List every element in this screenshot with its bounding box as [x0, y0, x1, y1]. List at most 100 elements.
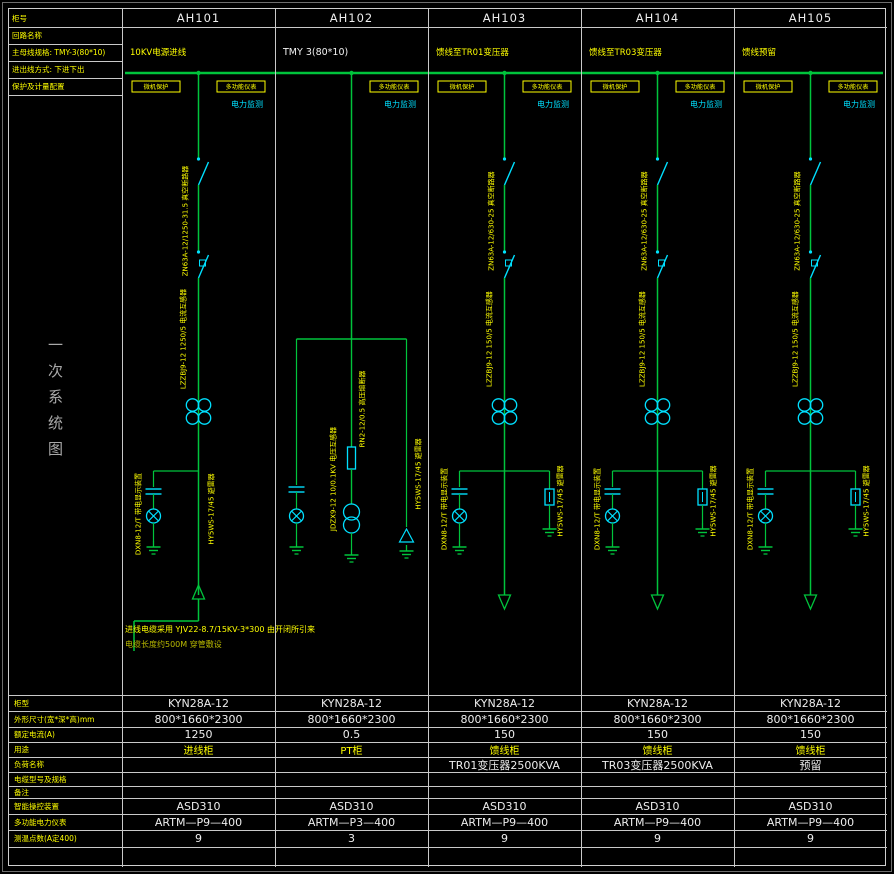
spec-cell: 150	[800, 728, 821, 741]
diagram-label: HY5WS-17/45 避雷器	[207, 473, 216, 544]
grid-line	[9, 95, 122, 96]
spec-cell: 0.5	[342, 728, 361, 741]
spec-cell: PT柜	[340, 746, 363, 757]
diagram-label: 微机保护	[450, 83, 475, 91]
diagram-label: DXN8-12/T 带电显示装置	[134, 473, 143, 555]
diagram-label: HY5WS-17/45 避雷器	[862, 465, 871, 536]
drawing-title-vertical: 一次系统图	[46, 337, 64, 467]
spec-cell	[581, 786, 734, 798]
spec-cell: 馈线柜	[795, 746, 826, 757]
incoming-cable-note-2: 电缆长度约500M 穿管敷设	[125, 640, 222, 649]
diagram-label: 馈线预留	[742, 47, 776, 58]
spec-cell	[428, 786, 581, 798]
diagram-label: HY5WS-17/45 避雷器	[414, 438, 423, 509]
spec-cell: TR01变压器2500KVA	[449, 758, 560, 772]
grid-line	[9, 44, 122, 45]
spec-cell: 3	[348, 832, 355, 845]
grid-line	[9, 27, 887, 28]
spec-cell: TR03变压器2500KVA	[602, 758, 713, 772]
diagram-label: 馈线至TR01变压器	[436, 47, 509, 58]
left-row-label-1: 主母线规格: TMY-3(80*10)	[12, 48, 106, 57]
diagram-label: 馈线至TR03变压器	[589, 47, 662, 58]
spec-cell: 800*1660*2300	[307, 712, 396, 726]
spec-cell: ARTM—P9—400	[766, 815, 855, 829]
diagram-label: DXN8-12/T 带电显示装置	[440, 468, 449, 550]
left-row-label-3: 保护及计量配置	[12, 82, 65, 91]
diagram-label: 微机保护	[603, 83, 628, 91]
diagram-label: HY5WS-17/45 避雷器	[556, 465, 565, 536]
spec-cell	[734, 786, 887, 798]
spec-cell	[122, 772, 275, 786]
diagram-label: 电力监测	[231, 99, 263, 109]
spec-row-label-3: 用途	[14, 745, 29, 754]
spec-cell: ASD310	[635, 799, 680, 813]
diagram-label: ZN63A-12/630-25 真空断路器	[487, 171, 496, 270]
spec-cell	[275, 786, 428, 798]
spec-cell: ASD310	[482, 799, 527, 813]
spec-cell: 800*1660*2300	[154, 712, 243, 726]
diagram-label: LZZBJ9-12 150/5 电流互感器	[485, 291, 494, 387]
diagram-label: 微机保护	[144, 83, 169, 91]
grid-line	[9, 78, 122, 79]
spec-cell	[122, 786, 275, 798]
grid-line	[9, 757, 887, 758]
spec-cell: ASD310	[176, 799, 221, 813]
column-header-AH102: AH102	[329, 11, 374, 25]
spec-cell: KYN28A-12	[167, 696, 229, 710]
incoming-cable-note: 进线电缆采用 YJV22-8.7/15KV-3*300 由开闭所引来	[125, 625, 315, 634]
spec-row-label-7: 智能操控装置	[14, 801, 59, 811]
spec-cell: ARTM—P9—400	[460, 815, 549, 829]
spec-cell: ASD310	[329, 799, 374, 813]
diagram-label: LZZBJ9-12 150/5 电流互感器	[791, 291, 800, 387]
grid-line	[428, 9, 429, 867]
spec-cell: 150	[647, 728, 668, 741]
spec-cell: 9	[195, 832, 202, 845]
spec-row-label-6: 备注	[14, 787, 29, 797]
sheet-frame: 10KV电源进线 微机保护 多功能仪表 电力监测 ZN63A-12/1250-31.5 …	[8, 8, 887, 867]
grid-line	[9, 830, 887, 831]
spec-cell: ARTM—P9—400	[154, 815, 243, 829]
spec-cell: KYN28A-12	[320, 696, 382, 710]
grid-line	[9, 742, 887, 743]
spec-row-label-1: 外形尺寸(宽*深*高)mm	[14, 714, 95, 724]
diagram-label: 电力监测	[843, 99, 875, 109]
diagram-label: JDZX9-12 10/0.1KV 电压互感器	[329, 427, 338, 532]
left-row-label-2: 进出线方式: 下进下出	[12, 65, 85, 74]
spec-cell: ARTM—P3—400	[307, 815, 396, 829]
diagram-label: 多功能仪表	[379, 83, 410, 91]
grid-line	[122, 9, 123, 867]
grid-line	[9, 695, 887, 696]
spec-row-label-9: 测温点数(A定400)	[14, 834, 77, 843]
spec-cell	[734, 772, 887, 786]
spec-cell: ASD310	[788, 799, 833, 813]
grid-line	[9, 786, 887, 787]
diagram-label: 多功能仪表	[532, 83, 563, 91]
grid-line	[9, 711, 887, 712]
column-header-AH104: AH104	[635, 11, 680, 25]
spec-row-label-0: 柜型	[14, 698, 29, 708]
diagram-label: RN2-12/0.5 高压熔断器	[358, 371, 367, 448]
spec-cell: KYN28A-12	[473, 696, 535, 710]
spec-row-label-4: 负荷名称	[14, 760, 44, 769]
spec-cell: 800*1660*2300	[613, 712, 702, 726]
grid-line	[9, 61, 122, 62]
diagram-label: DXN8-12/T 带电显示装置	[593, 468, 602, 550]
left-row-label-0: 回路名称	[12, 31, 42, 40]
spec-cell	[581, 772, 734, 786]
spec-cell: 800*1660*2300	[766, 712, 855, 726]
grid-line	[9, 772, 887, 773]
diagram-label: 多功能仪表	[226, 83, 257, 91]
diagram-label: TMY 3(80*10)	[282, 47, 348, 58]
spec-row-label-2: 额定电流(A)	[14, 730, 55, 739]
spec-cell: 9	[807, 832, 814, 845]
spec-cell	[428, 772, 581, 786]
diagram-label: ZN63A-12/630-25 真空断路器	[793, 171, 802, 270]
spec-cell: KYN28A-12	[779, 696, 841, 710]
diagram-label: HY5WS-17/45 避雷器	[709, 465, 718, 536]
spec-row-label-5: 电缆型号及规格	[14, 774, 67, 784]
